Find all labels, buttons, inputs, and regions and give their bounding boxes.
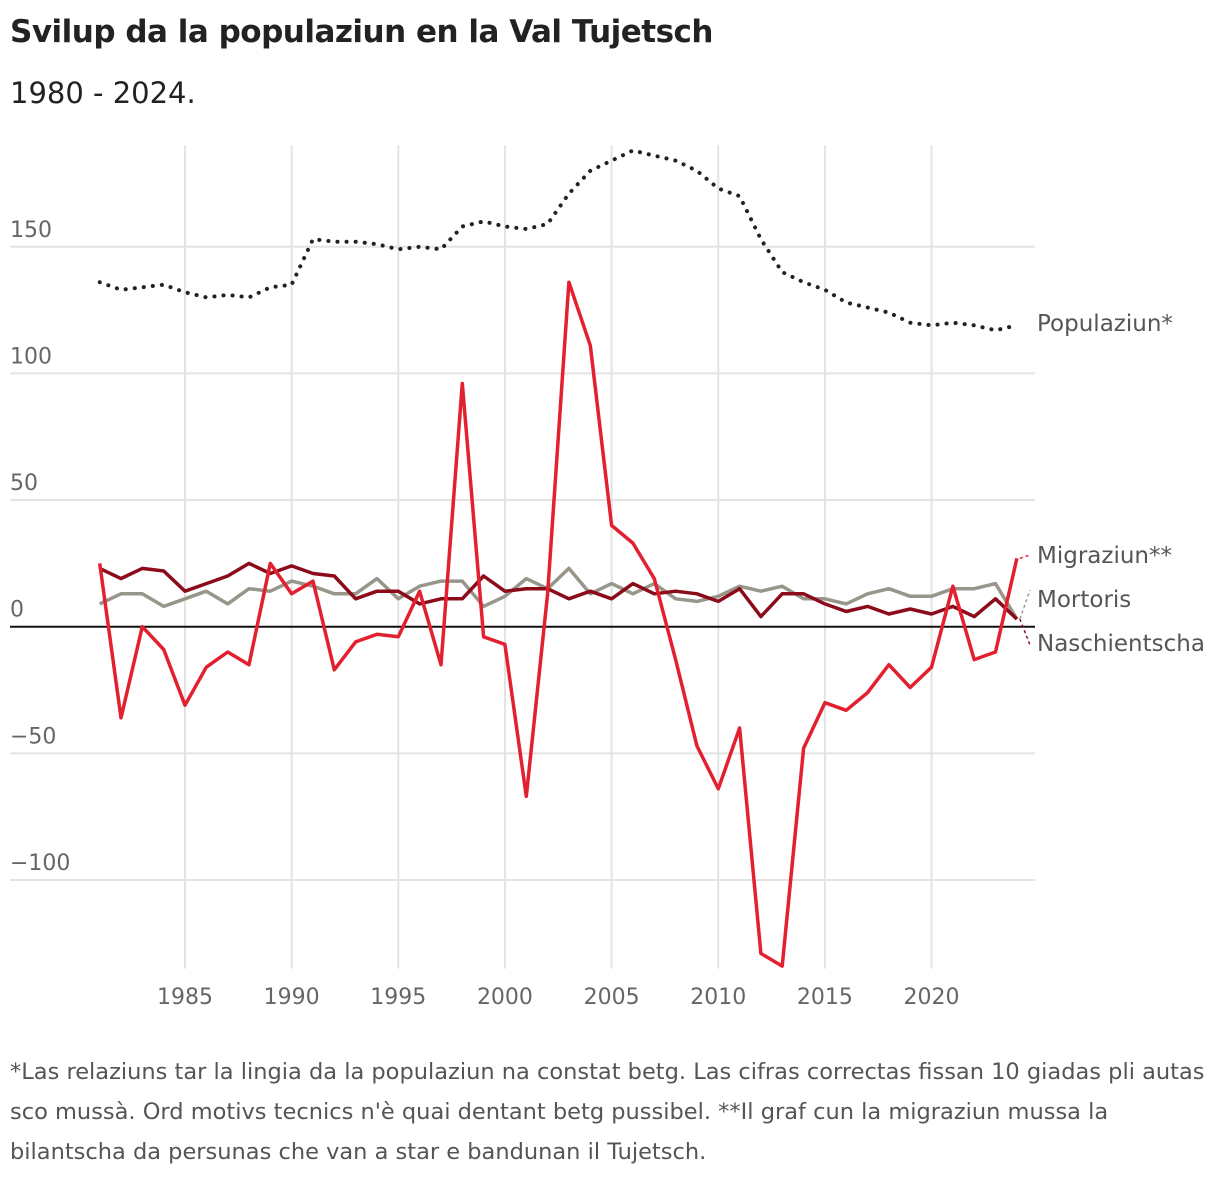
ticks: 1985 1990 1995 2000 2005 2010 2015 2020 −100 −50 0… — [10, 218, 960, 1010]
series-lines — [97, 148, 1019, 968]
footnote: *Las relaziuns tar la lingia da la popul… — [10, 1059, 1205, 1165]
x-tick-label: 1995 — [370, 985, 426, 1010]
x-tick-label: 1990 — [264, 985, 320, 1010]
x-tick-label: 2000 — [477, 985, 533, 1010]
y-tick-label: 150 — [10, 218, 52, 243]
x-tick-label: 2005 — [584, 985, 640, 1010]
y-tick-label: −50 — [10, 724, 56, 749]
label-connector — [1019, 589, 1031, 620]
y-tick-label: 100 — [10, 344, 52, 369]
y-tick-label: 50 — [10, 471, 38, 496]
label-connector — [1019, 618, 1031, 646]
series-labels: Populaziun* Migraziun** Mortoris Naschients… — [1019, 311, 1205, 657]
y-tick-label: 0 — [10, 598, 24, 623]
line-chart: 1985 1990 1995 2000 2005 2010 2015 2020 −100 −50 0… — [10, 145, 1205, 1010]
x-tick-label: 1985 — [157, 985, 213, 1010]
grid — [10, 145, 1035, 969]
y-tick-label: −100 — [10, 851, 70, 876]
x-tick-label: 2010 — [690, 985, 746, 1010]
series-line-naschientscha — [98, 561, 1019, 621]
series-label: Naschientscha — [1037, 631, 1205, 657]
x-tick-label: 2020 — [904, 985, 960, 1010]
chart-subtitle: 1980 - 2024. — [10, 76, 196, 110]
series-label: Populaziun* — [1037, 311, 1173, 337]
label-connector — [1019, 554, 1031, 560]
series-line-migraziun — [97, 280, 1019, 968]
series-line-populaziun — [97, 148, 1019, 333]
series-line-mortoris — [98, 566, 1019, 621]
x-tick-label: 2015 — [797, 985, 853, 1010]
series-label: Mortoris — [1037, 587, 1131, 613]
chart-title: Svilup da la populaziun en la Val Tujets… — [10, 14, 714, 50]
series-label: Migraziun** — [1037, 543, 1172, 569]
